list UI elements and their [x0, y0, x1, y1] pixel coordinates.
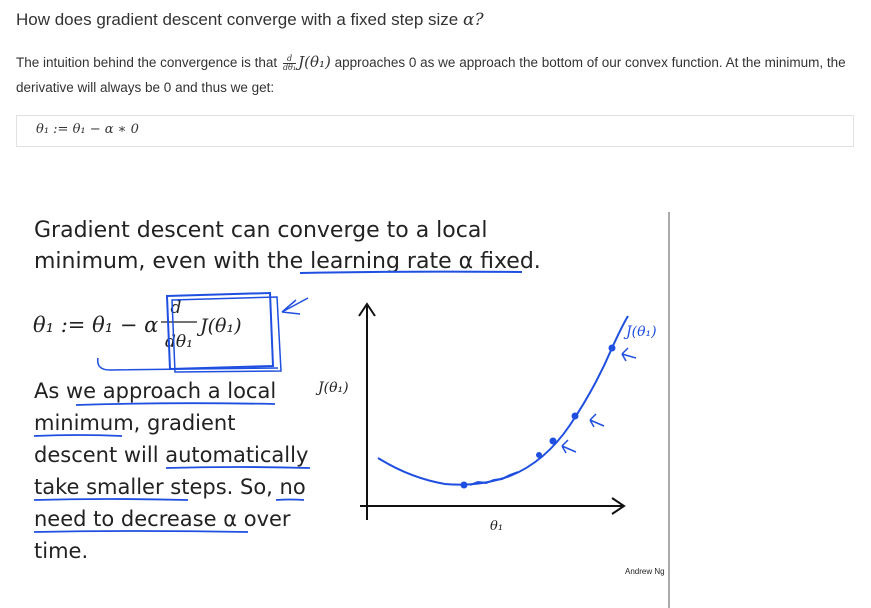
question-title: How does gradient descent converge with … — [16, 10, 484, 30]
update-rule-numerator: d — [171, 298, 182, 318]
step-point-3 — [549, 437, 557, 445]
y-axis-arrowhead — [358, 302, 376, 317]
y-axis-label: J(θ₁) — [315, 380, 349, 396]
step-arrow-2 — [589, 413, 605, 428]
body-underline-1 — [75, 402, 276, 406]
derivative-box — [165, 291, 275, 371]
body-underline-4a — [33, 498, 189, 501]
slide-heading-line1: Gradient descent can converge to a local — [34, 218, 487, 243]
step-arrow-1 — [621, 347, 637, 362]
curve-label: J(θ₁) — [623, 324, 657, 340]
update-rule-lhs: θ₁ := θ₁ − α — [33, 313, 158, 337]
x-axis-arrowhead — [611, 497, 626, 515]
body-underline-5 — [33, 530, 249, 533]
x-axis-label: θ₁ — [490, 519, 503, 534]
derivative-fraction: d dθ₁ — [282, 54, 297, 72]
small-steps-trail — [469, 471, 519, 486]
equation-text: θ₁ := θ₁ − α ∗ 0 — [36, 122, 139, 137]
cost-curve — [377, 315, 629, 486]
derivative-bracket — [97, 357, 279, 371]
body-line-4: take smaller steps. So, no — [34, 475, 306, 499]
body-underline-3 — [165, 466, 311, 469]
body-line-5: need to decrease α over — [34, 507, 291, 531]
minimum-point — [460, 481, 468, 489]
step-arrow-3 — [561, 439, 577, 454]
equation-box: θ₁ := θ₁ − α ∗ 0 — [16, 115, 854, 147]
frac-numerator: d — [282, 54, 297, 64]
question-text: How does gradient descent converge with … — [16, 10, 463, 29]
cost-function: J(θ₁) — [298, 53, 331, 71]
heading-underline — [299, 270, 523, 274]
derivative-arrow — [281, 297, 309, 315]
slide-credit: Andrew Ng — [625, 567, 665, 576]
body-line-6: time. — [34, 539, 88, 563]
update-rule-function: J(θ₁) — [196, 315, 242, 337]
update-rule-denominator: dθ₁ — [165, 332, 193, 352]
step-point-4 — [536, 452, 542, 458]
body-underline-2 — [33, 434, 123, 437]
body-line-3: descent will automatically — [34, 443, 308, 467]
step-point-2 — [571, 412, 579, 420]
intro-before: The intuition behind the convergence is … — [16, 55, 281, 70]
alpha-symbol: α? — [462, 10, 484, 30]
step-point-1 — [608, 344, 616, 352]
body-line-2: minimum, gradient — [34, 411, 235, 435]
intro-paragraph: The intuition behind the convergence is … — [16, 50, 861, 100]
frac-denominator: dθ₁ — [282, 62, 297, 72]
intro-after: approaches 0 as we approach the bottom o… — [16, 55, 846, 95]
derivative-box-outer — [171, 296, 282, 373]
body-line-1: As we approach a local — [34, 379, 276, 403]
body-underline-4b — [275, 498, 305, 501]
slide-heading-line2: minimum, even with the learning rate α f… — [34, 249, 541, 274]
